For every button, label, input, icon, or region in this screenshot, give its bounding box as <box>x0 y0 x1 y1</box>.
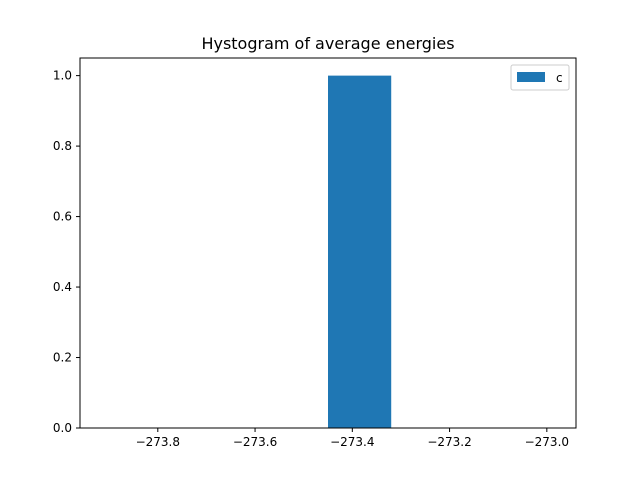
chart-title: Hystogram of average energies <box>201 34 454 53</box>
y-tick-label: 0.6 <box>53 210 72 224</box>
axes-frame <box>79 57 577 429</box>
x-tick-label: −273.0 <box>525 435 569 449</box>
y-tick-label: 0.8 <box>53 139 72 153</box>
legend-label: c <box>556 71 563 85</box>
x-tick-label: −273.8 <box>136 435 180 449</box>
y-tick-label: 0.0 <box>53 421 72 435</box>
y-tick-label: 0.4 <box>53 280 72 294</box>
x-tick-label: −273.4 <box>330 435 374 449</box>
bars-layer <box>328 75 392 428</box>
x-tick-label: −273.6 <box>233 435 277 449</box>
y-tick-label: 0.2 <box>53 351 72 365</box>
bar-0-0 <box>328 75 392 428</box>
x-tick-label: −273.2 <box>427 435 471 449</box>
legend-swatch <box>517 72 545 82</box>
y-axis: 0.0 0.2 0.4 0.6 0.8 1.0 <box>53 69 80 435</box>
y-tick-label: 1.0 <box>53 69 72 83</box>
legend: c <box>510 64 570 91</box>
x-axis: −273.8 −273.6 −273.4 −273.2 −273.0 <box>136 428 569 449</box>
